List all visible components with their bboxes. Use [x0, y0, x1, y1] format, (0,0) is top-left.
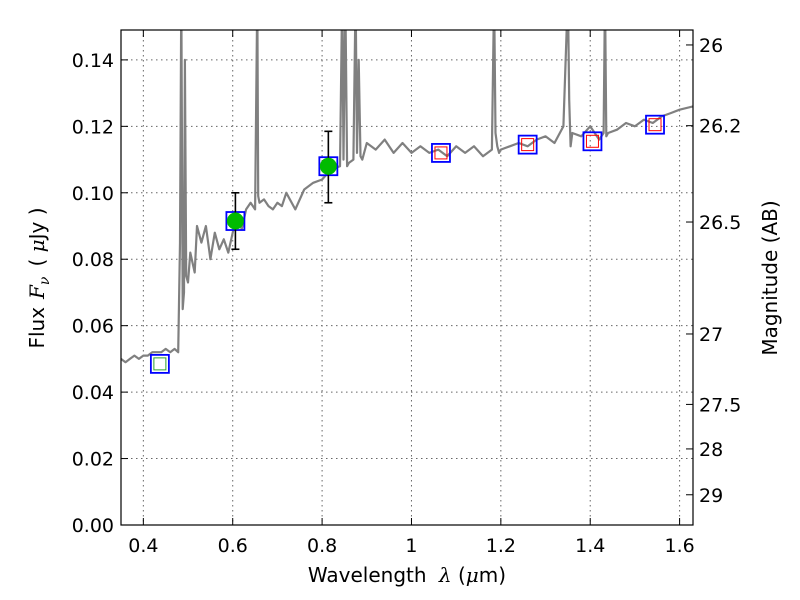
- y-tick-label: 0.06: [72, 316, 114, 338]
- x-tick-label: 1.4: [575, 535, 605, 557]
- y-tick-label: 0.12: [72, 116, 114, 138]
- photometry-box: [645, 114, 665, 135]
- x-tick-label: 0.6: [218, 535, 248, 557]
- x-axis-label: Wavelength λ (μm): [308, 563, 506, 587]
- spectrum-line: [121, 30, 693, 364]
- x-tick-label: 0.8: [307, 535, 337, 557]
- y2-tick-label: 28: [699, 439, 723, 461]
- observed-point: [319, 157, 337, 175]
- y2-tick-label: 26.5: [699, 212, 741, 234]
- grid-lines: [121, 30, 693, 525]
- photometry-box-inner: [585, 134, 599, 148]
- y-tick-label: 0.04: [72, 382, 114, 404]
- photometry-box: [431, 143, 451, 163]
- photometry-box-inner: [648, 118, 662, 132]
- axis-ticks: 0.4 0.6 0.8 1 1.2 1.4 1.6 0.00 0.02 0.04 0.06 0.08 0…: [72, 30, 741, 557]
- points-layer: [149, 114, 665, 374]
- photometry-box-inner: [153, 357, 167, 371]
- y2-tick-label: 26.2: [699, 116, 741, 138]
- x-tick-label: 1.6: [664, 535, 694, 557]
- photometry-box-inner: [521, 138, 535, 152]
- y-tick-label: 0.10: [72, 183, 114, 205]
- y2-tick-label: 27: [699, 324, 723, 346]
- y-tick-label: 0.14: [72, 50, 114, 72]
- y-axis-label: FluxFν( μJy ): [25, 207, 53, 348]
- y-tick-label: 0.02: [72, 449, 114, 471]
- photometry-box: [149, 353, 170, 374]
- y2-tick-label: 27.5: [699, 394, 741, 416]
- photometry-box: [582, 131, 603, 152]
- observed-point: [226, 212, 244, 230]
- y2-axis-label: Magnitude (AB): [758, 200, 782, 355]
- x-tick-label: 1.2: [486, 535, 516, 557]
- spectrum-layer: [121, 30, 693, 364]
- x-tick-label: 0.4: [128, 535, 158, 557]
- y-tick-label: 0.08: [72, 249, 114, 271]
- y2-tick-label: 26: [699, 35, 723, 57]
- y2-tick-label: 29: [699, 485, 723, 507]
- plot-frame: [120, 29, 694, 526]
- photometry-box-inner: [434, 146, 448, 160]
- x-tick-label: 1: [405, 535, 417, 557]
- y-tick-label: 0.00: [72, 515, 114, 537]
- photometry-box: [517, 134, 538, 155]
